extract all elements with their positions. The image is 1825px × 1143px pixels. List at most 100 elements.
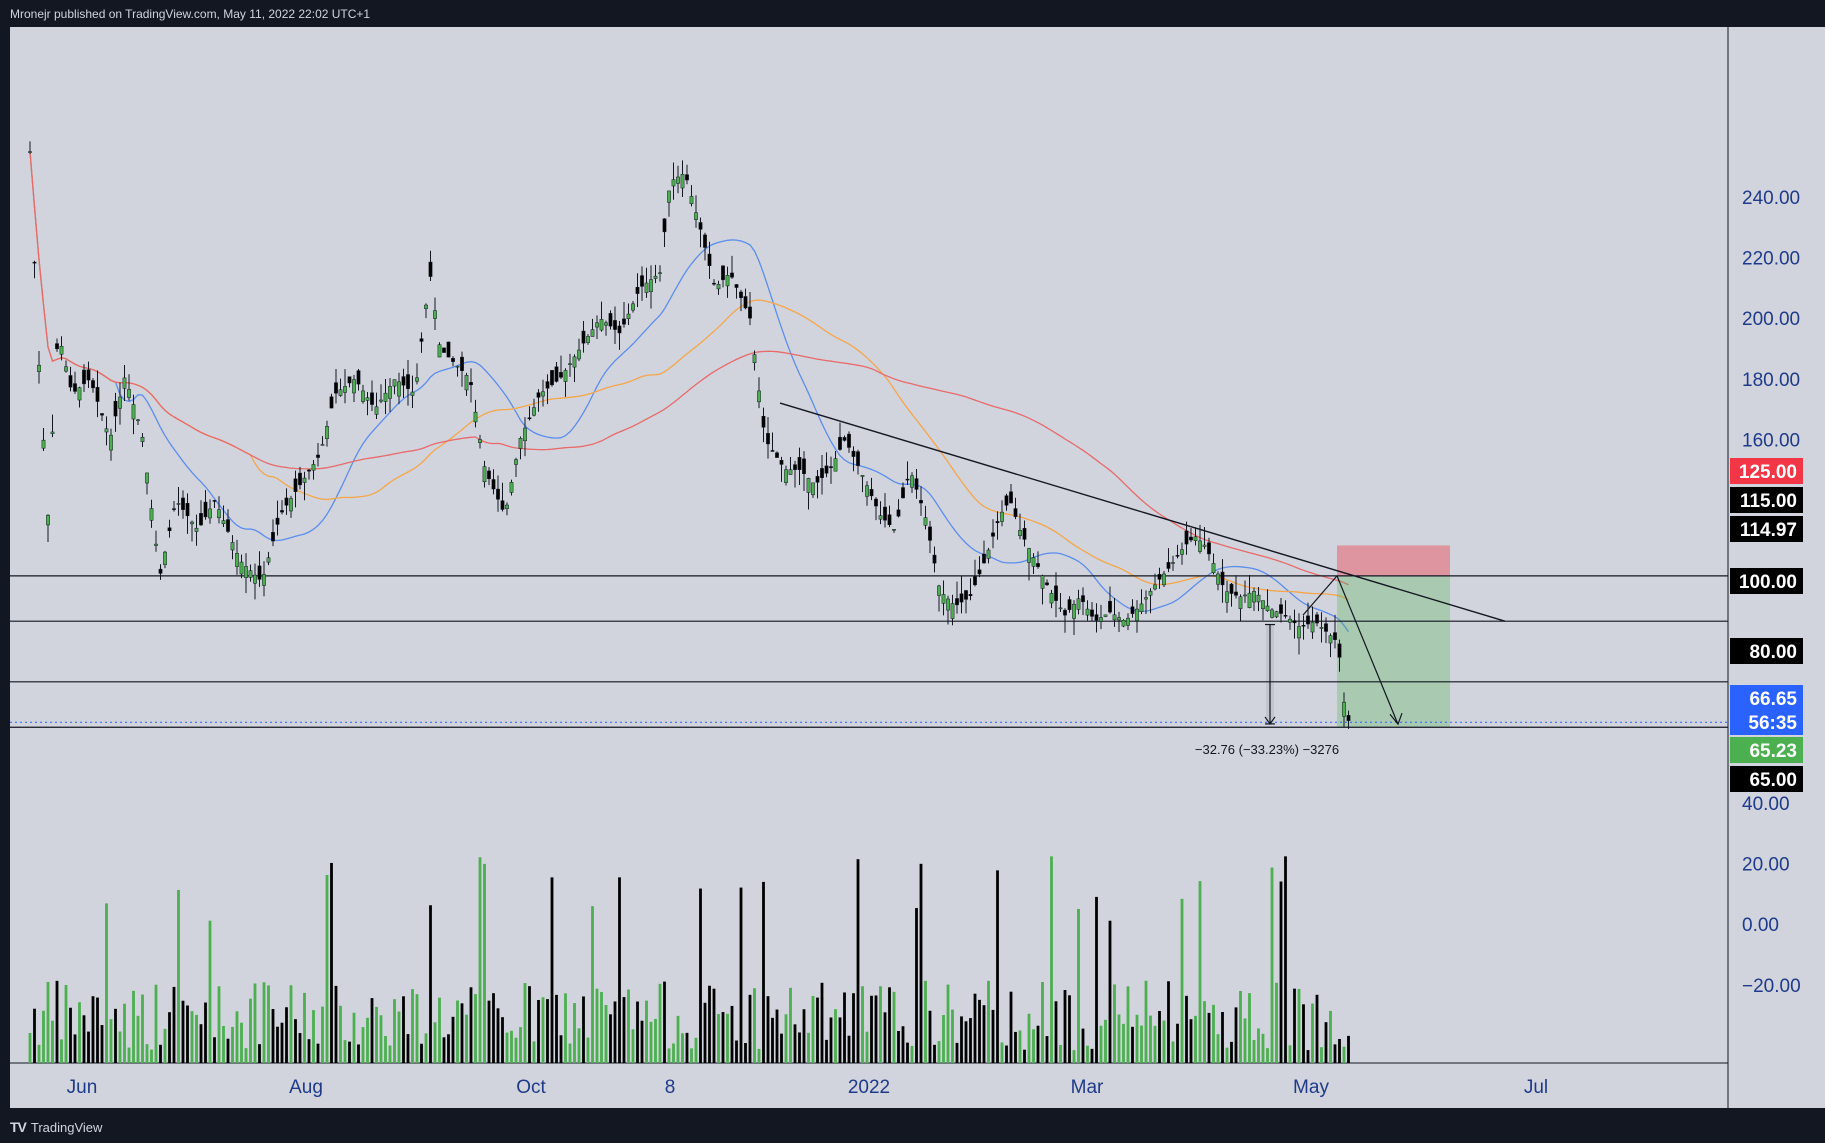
tradingview-brand[interactable]: TV TradingView [10, 1119, 102, 1135]
volume-bar [267, 985, 270, 1063]
volume-bar [1018, 1030, 1022, 1063]
volume-bar [168, 1012, 171, 1063]
volume-bar [303, 992, 306, 1063]
volume-bar [744, 1042, 747, 1063]
candle-body [392, 379, 397, 387]
candle-body [32, 261, 37, 264]
candle-body [707, 253, 712, 266]
candle-body [586, 336, 590, 343]
candle-body [541, 391, 545, 397]
volume-bar [964, 1021, 968, 1063]
volume-bar [1257, 1028, 1260, 1063]
volume-bar [343, 1040, 347, 1063]
candle-body [1189, 536, 1193, 541]
candle-body [127, 389, 131, 398]
candle-body [937, 585, 941, 596]
candle-body [104, 428, 109, 433]
volume-bar [618, 877, 621, 1063]
volume-bar [645, 1000, 648, 1063]
volume-bar [1252, 1040, 1256, 1063]
candle-body [892, 529, 896, 531]
position-tool[interactable] [1337, 545, 1450, 728]
candle-body [793, 464, 797, 470]
volume-bar [208, 920, 212, 1063]
volume-bar [366, 1017, 369, 1063]
candle-body [320, 444, 325, 446]
candle-body [865, 485, 869, 497]
volume-bar [1095, 896, 1098, 1063]
candle-body [923, 517, 928, 526]
candle-body [1337, 643, 1342, 658]
volume-bar [190, 1011, 194, 1063]
candle-body [410, 391, 415, 396]
time-tick-label: Jun [67, 1077, 98, 1098]
volume-bar [478, 857, 482, 1063]
volume-bar [141, 994, 144, 1063]
candle-body [1274, 611, 1279, 618]
drawings[interactable]: −32.76 (−33.23%) −3276 [779, 402, 1506, 757]
volume-bar [415, 994, 419, 1063]
candle-body [275, 517, 280, 525]
volume-bar [834, 1009, 837, 1063]
candle-body [329, 396, 334, 409]
candle-body [995, 521, 1000, 523]
candle-body [1184, 530, 1189, 545]
candle-body [131, 404, 136, 420]
candle-body [1234, 591, 1238, 596]
candle-body [95, 387, 100, 402]
volume-bar [991, 1009, 995, 1063]
volume-bar [667, 1048, 671, 1063]
volume-bar [1297, 988, 1301, 1063]
projection-down-line [1336, 575, 1399, 725]
candle-body [325, 426, 329, 439]
candle-body [1297, 626, 1301, 639]
volume-bar [123, 1003, 126, 1063]
projection-up-line [1302, 575, 1338, 616]
candle-body [1067, 599, 1072, 610]
volume-bar [96, 997, 99, 1063]
volume-bar [1117, 1014, 1121, 1063]
candle-body [887, 514, 892, 525]
volume-bar [919, 863, 923, 1063]
candle-body [905, 478, 910, 481]
candle-body [1144, 597, 1148, 600]
candle-body [1243, 594, 1247, 597]
volume-bar [172, 986, 176, 1063]
volume-bar [924, 980, 927, 1063]
candle-body [941, 594, 946, 604]
candle-body [1049, 593, 1054, 604]
volume-bar [762, 881, 765, 1063]
volume-bar [600, 992, 603, 1063]
volume-bar [361, 1027, 365, 1063]
volume-bar [375, 1006, 378, 1063]
candle-body [289, 498, 293, 512]
candle-body [1180, 549, 1184, 555]
candle-body [698, 222, 703, 230]
volume-bar [73, 1034, 77, 1063]
candle-body [991, 532, 995, 537]
volume-bar [240, 1022, 243, 1063]
price-chart[interactable]: −32.76 (−33.23%) −3276 240.00 220.00 200.0… [0, 27, 1825, 1108]
candle-body [622, 318, 626, 325]
volume-bar [393, 999, 396, 1063]
volume-bar [942, 1015, 945, 1063]
candle-body [1261, 600, 1265, 610]
footer: TV TradingView [0, 1108, 1825, 1143]
candle-body [1036, 563, 1040, 567]
time-axis[interactable]: Jun Aug Oct 8 2022 Mar May Jul [67, 1077, 1548, 1098]
horizontal-levels[interactable] [10, 575, 1728, 728]
publish-header: Mronejr published on TradingView.com, Ma… [0, 0, 1825, 27]
volume-bar [582, 996, 585, 1063]
candle-body [388, 386, 392, 399]
moving-average-line [29, 151, 1350, 633]
candle-body [1121, 620, 1126, 627]
candle-body [1027, 548, 1031, 563]
volume-bar [1198, 881, 1202, 1063]
volume-bar [46, 981, 50, 1063]
volume-bar [132, 990, 135, 1063]
volume-bar [1225, 1047, 1229, 1063]
candle-body [838, 436, 842, 450]
volume-bar [1027, 1013, 1031, 1063]
volume-bar [1072, 1050, 1076, 1063]
volume-bar [982, 1005, 986, 1063]
